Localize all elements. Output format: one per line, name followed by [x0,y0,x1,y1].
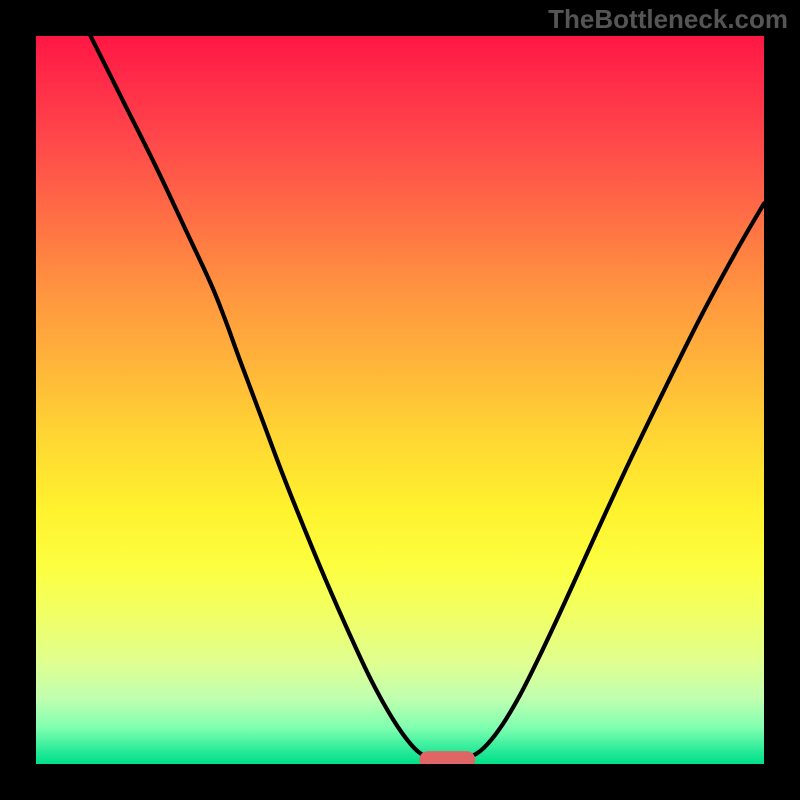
bottleneck-gradient-chart: TheBottleneck.com [0,0,800,800]
attribution-label: TheBottleneck.com [548,4,788,34]
chart-svg: TheBottleneck.com [0,0,800,800]
